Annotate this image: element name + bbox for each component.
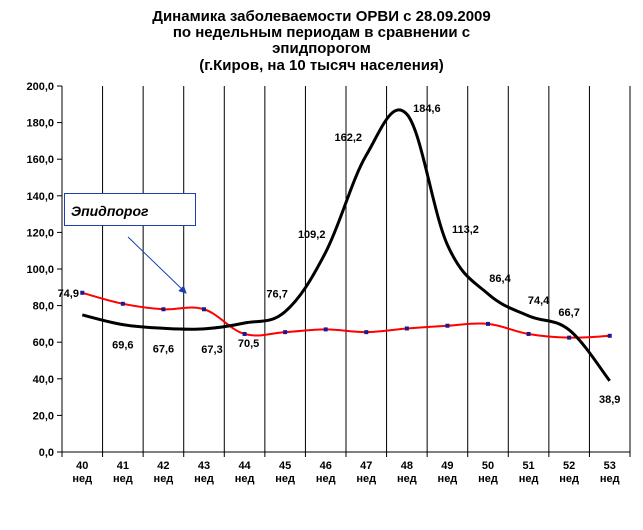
x-tick-label-unit: нед bbox=[316, 473, 336, 485]
x-tick-label-unit: нед bbox=[235, 473, 255, 485]
x-tick-label-week: 43 bbox=[198, 460, 210, 472]
threshold-marker bbox=[202, 307, 206, 312]
threshold-marker bbox=[283, 330, 288, 335]
data-label: 162,2 bbox=[335, 132, 363, 144]
threshold-marker bbox=[445, 323, 450, 328]
y-tick-label: 0,0 bbox=[39, 447, 54, 459]
y-tick-label: 80,0 bbox=[33, 301, 54, 313]
y-tick-label: 20,0 bbox=[33, 410, 54, 422]
y-tick-label: 160,0 bbox=[26, 154, 54, 166]
x-tick-label-week: 51 bbox=[522, 460, 534, 472]
legend-arrow bbox=[127, 236, 187, 294]
x-tick-label-week: 48 bbox=[401, 460, 413, 472]
y-tick-label: 60,0 bbox=[33, 337, 54, 349]
x-tick-label-week: 41 bbox=[117, 460, 129, 472]
x-tick-label-week: 44 bbox=[238, 460, 251, 472]
data-label: 76,7 bbox=[266, 289, 287, 301]
x-tick-label-unit: нед bbox=[72, 473, 92, 485]
axis-layer: 0,0 20,0 40,0 60,0 80,0 100,0 120,0 140,0 160,0 1… bbox=[26, 81, 631, 485]
y-tick-label: 200,0 bbox=[26, 81, 54, 93]
data-label: 109,2 bbox=[298, 229, 326, 241]
x-tick-label-week: 42 bbox=[157, 460, 169, 472]
x-tick-label-unit: нед bbox=[600, 473, 620, 485]
x-tick-label-week: 47 bbox=[360, 460, 372, 472]
chart-title-line-3: эпидпорогом bbox=[272, 40, 371, 57]
x-tick-label-unit: нед bbox=[154, 473, 174, 485]
data-label: 74,4 bbox=[528, 295, 550, 307]
chart-title-line-4: (г.Киров, на 10 тысяч населения) bbox=[199, 57, 444, 74]
x-tick-label-week: 49 bbox=[441, 460, 453, 472]
threshold-marker bbox=[242, 331, 247, 336]
data-label: 69,6 bbox=[112, 340, 133, 352]
x-tick-label-week: 40 bbox=[76, 460, 88, 472]
data-label: 67,6 bbox=[153, 343, 174, 355]
x-tick-label-unit: нед bbox=[275, 473, 295, 485]
data-label: 66,7 bbox=[558, 307, 579, 319]
x-tick-label-unit: нед bbox=[113, 473, 133, 485]
x-tick-label-unit: нед bbox=[519, 473, 539, 485]
threshold-marker bbox=[567, 335, 572, 340]
threshold-marker bbox=[161, 307, 166, 312]
chart-title-line-2: по недельным периодам в сравнении с bbox=[172, 24, 471, 41]
y-tick-label: 180,0 bbox=[26, 118, 54, 130]
x-tick-label-week: 46 bbox=[320, 460, 332, 472]
threshold-marker bbox=[404, 326, 409, 331]
threshold-marker bbox=[607, 333, 612, 338]
x-tick-label-unit: нед bbox=[356, 473, 376, 485]
series-layer bbox=[80, 108, 612, 382]
data-label: 38,9 bbox=[599, 394, 620, 406]
series-line-incidence bbox=[81, 108, 611, 382]
data-label-layer: 74,9 69,6 67,6 67,3 70,5 76,7 109,2 162,2 184,6 1… bbox=[58, 103, 621, 406]
x-tick-label-week: 50 bbox=[482, 460, 494, 472]
threshold-marker bbox=[120, 301, 125, 306]
data-label: 70,5 bbox=[238, 338, 259, 350]
grid-layer bbox=[102, 86, 631, 452]
chart-title-line-1: Динамика заболеваемости ОРВИ с 28.09.200… bbox=[152, 8, 491, 25]
x-tick-label-unit: нед bbox=[478, 473, 498, 485]
legend-box: Эпидпорог bbox=[64, 193, 196, 226]
threshold-marker bbox=[486, 321, 490, 326]
threshold-marker bbox=[364, 330, 369, 335]
x-tick-label-unit: нед bbox=[438, 473, 458, 485]
x-tick-label-unit: нед bbox=[194, 473, 214, 485]
x-tick-label-week: 45 bbox=[279, 460, 291, 472]
legend-label: Эпидпорог bbox=[71, 203, 149, 219]
x-tick-label-unit: нед bbox=[397, 473, 417, 485]
y-tick-label: 140,0 bbox=[26, 191, 54, 203]
x-tick-label-week: 52 bbox=[563, 460, 575, 472]
data-label: 74,9 bbox=[58, 288, 79, 300]
x-tick-label-unit: нед bbox=[559, 473, 579, 485]
threshold-marker bbox=[323, 327, 328, 332]
data-label: 67,3 bbox=[201, 344, 222, 356]
x-tick-label-week: 53 bbox=[604, 460, 616, 472]
data-label: 184,6 bbox=[413, 103, 441, 115]
y-tick-label: 100,0 bbox=[26, 264, 54, 276]
data-label: 86,4 bbox=[489, 273, 511, 285]
series-line-threshold bbox=[82, 291, 610, 339]
y-tick-label: 40,0 bbox=[33, 374, 54, 386]
threshold-marker bbox=[80, 290, 85, 295]
data-label: 113,2 bbox=[452, 224, 479, 236]
threshold-marker bbox=[526, 331, 531, 336]
y-tick-label: 120,0 bbox=[26, 227, 54, 239]
